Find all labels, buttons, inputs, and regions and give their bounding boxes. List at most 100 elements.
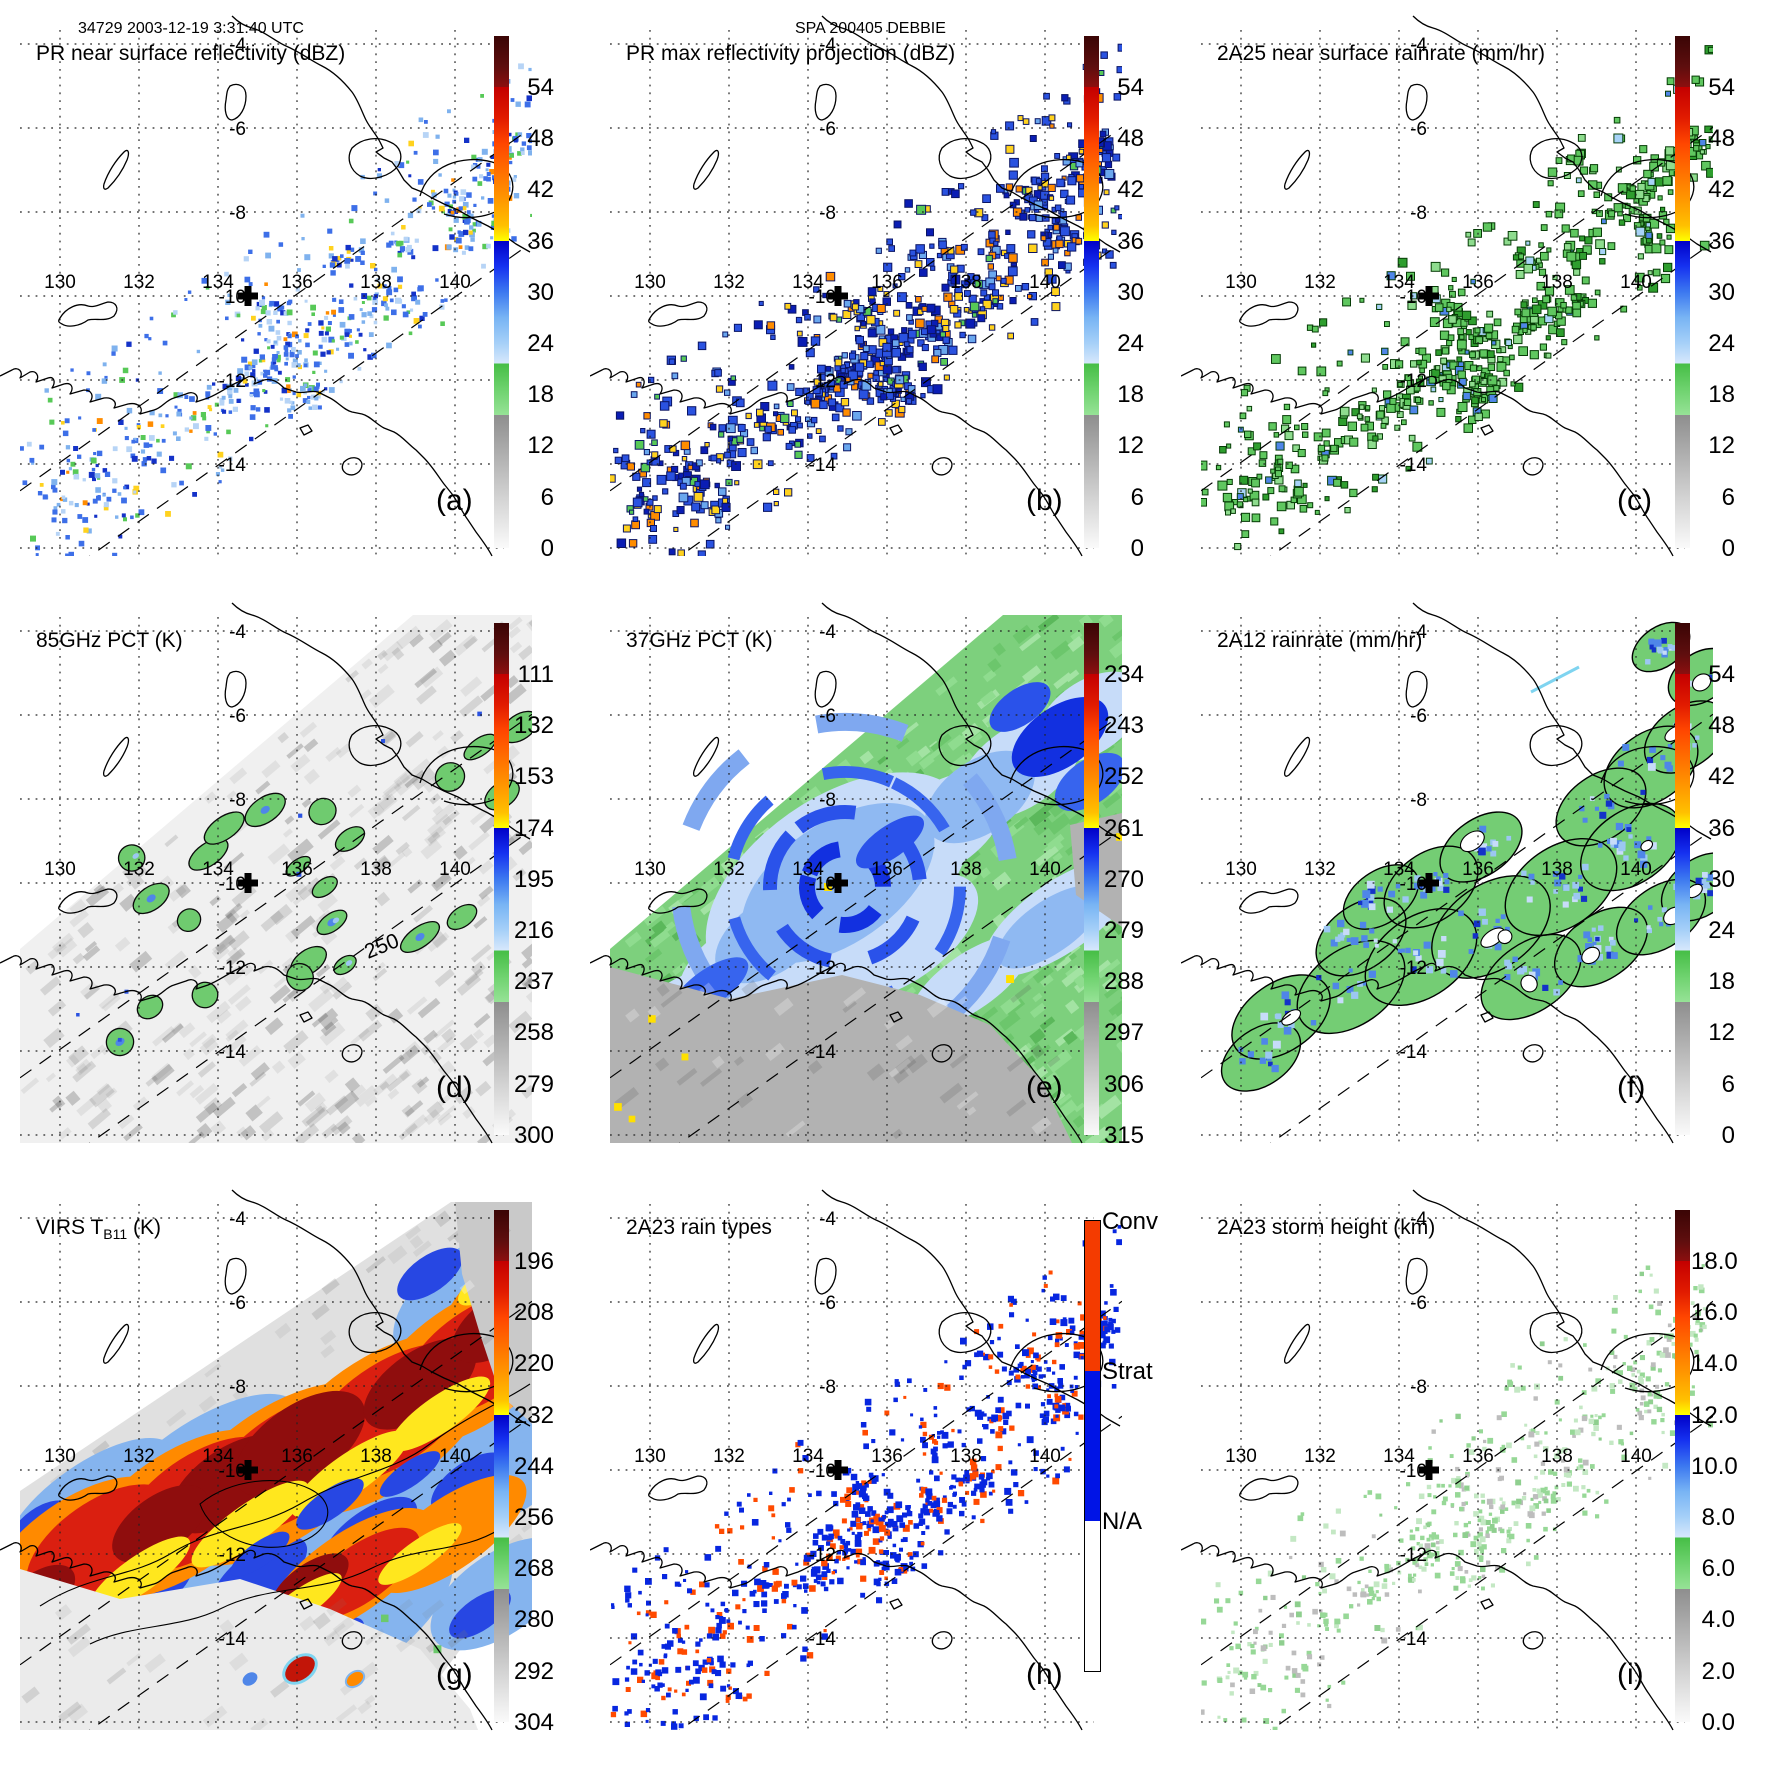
panel-letter: (g): [436, 1658, 473, 1691]
colorbar-tick-label: 292: [513, 1657, 554, 1685]
colorbar-tick-label: 54: [1708, 74, 1735, 101]
svg-text:-12: -12: [809, 958, 836, 979]
coastlines: [0, 1189, 531, 1731]
map-e: 130 132 134 136 138 140 -4 -6 -8 -10 -12 -14: [590, 602, 1122, 1144]
svg-text:-8: -8: [229, 790, 246, 811]
colorbar-tick-label: 24: [1708, 330, 1735, 357]
colorbar: [1675, 36, 1690, 548]
grid-lines: [1201, 30, 1685, 556]
svg-text:134: 134: [1383, 859, 1415, 880]
colorbar-tick-label: 14.0: [1691, 1350, 1738, 1378]
svg-text:130: 130: [1225, 859, 1257, 880]
svg-text:-14: -14: [219, 1042, 247, 1063]
panel-letter: (f): [1617, 1071, 1646, 1104]
colorbar-tick-label: 18: [1117, 381, 1144, 409]
svg-text:136: 136: [281, 1446, 313, 1467]
coastlines: [590, 1189, 1121, 1731]
panel-title: 37GHz PCT (K): [626, 629, 773, 652]
svg-text:136: 136: [281, 272, 313, 293]
colorbar-tick-label: 6: [1721, 1070, 1735, 1098]
colorbar-tick-label: 36: [1708, 814, 1735, 842]
map-g: 130 132 134 136 138 140 -4 -6 -8 -10 -12 -14: [0, 1189, 532, 1731]
colorbar-tick-label: 8.0: [1701, 1504, 1735, 1531]
colorbar-tick-label: 280: [513, 1606, 554, 1634]
colorbar-tick-label: 208: [513, 1299, 554, 1327]
colorbar-tick-label: 54: [527, 74, 554, 101]
grid-lines: [610, 1204, 1094, 1730]
svg-text:-6: -6: [819, 119, 836, 140]
colorbar-tick-label: 288: [1103, 968, 1144, 996]
svg-text:136: 136: [1462, 272, 1494, 293]
svg-text:138: 138: [950, 272, 982, 293]
colorbar-tick-label: 279: [513, 1070, 554, 1098]
colorbar-tick-label: 0: [540, 534, 554, 562]
colorbar-tick-label: 12: [1708, 1019, 1735, 1047]
panel-2a23-rain-types: 130 132 134 136 138 140 -4 -6 -8 -10 -12 -14 2A23 r…: [590, 1174, 1180, 1761]
storm-center-marker: [1419, 1460, 1439, 1480]
panel-letter: (e): [1026, 1071, 1063, 1104]
svg-text:-10: -10: [219, 287, 246, 308]
overpass-header: 34729 2003-12-19 3:31:40 UTC: [78, 20, 304, 37]
colorbar-tick-label: 111: [517, 661, 554, 688]
panel-letter: (h): [1026, 1658, 1063, 1691]
storm-center-marker: [238, 286, 258, 306]
colorbar-tick-label: 18: [1708, 381, 1735, 409]
svg-text:132: 132: [713, 859, 745, 880]
coastlines: [590, 602, 1121, 1144]
colorbar-tick-label: 216: [513, 917, 554, 944]
colorbar-tick-label: 10.0: [1691, 1452, 1738, 1480]
graticule-labels: 130 132 134 136 138 140-4-6-8-10-12-14: [1225, 1209, 1652, 1650]
svg-text:140: 140: [1620, 272, 1652, 293]
svg-text:-10: -10: [809, 287, 836, 308]
panel-pr-reflectivity: 130 132 134 136 138 140 -4 -6 -8 -10 -12 -14 PR nea…: [0, 0, 590, 587]
svg-text:140: 140: [439, 272, 471, 293]
panel-letter: (i): [1617, 1658, 1644, 1691]
panel-2a25-rainrate: 130 132 134 136 138 140 -4 -6 -8 -10 -12 -14 2A25 n…: [1181, 0, 1771, 587]
coastlines: [0, 602, 531, 1144]
panel-title: PR max reflectivity projection (dBZ): [626, 42, 956, 65]
svg-text:-4: -4: [1410, 622, 1427, 643]
svg-text:-10: -10: [219, 874, 246, 895]
svg-text:140: 140: [1620, 859, 1652, 880]
svg-text:130: 130: [634, 272, 666, 293]
colorbar-tick-label: 300: [513, 1121, 554, 1149]
colorbar-tick-label: 0: [1130, 534, 1144, 562]
colorbar-tick-label: 12: [1117, 432, 1144, 460]
svg-text:130: 130: [634, 859, 666, 880]
svg-text:-8: -8: [819, 790, 836, 811]
svg-text:-6: -6: [1410, 119, 1427, 140]
colorbar-tick-label: 220: [513, 1350, 554, 1378]
panel-2a23-storm-height: 130 132 134 136 138 140 -4 -6 -8 -10 -12 -14 2A23 s…: [1181, 1174, 1771, 1761]
storm-header: SPA 200405 DEBBIE: [795, 20, 946, 37]
svg-text:134: 134: [792, 272, 824, 293]
swath-edge-lines: [20, 1300, 532, 1730]
storm-center-marker: [828, 1460, 848, 1480]
swath-edge-lines: [20, 713, 532, 1143]
grid-lines: [20, 30, 504, 556]
map-i: 130 132 134 136 138 140-4-6-8-10-12-14: [1181, 1189, 1713, 1731]
colorbar-tick-label: 30: [1708, 278, 1735, 306]
svg-text:-8: -8: [1410, 790, 1427, 811]
svg-text:-6: -6: [1410, 706, 1427, 727]
svg-text:-4: -4: [229, 622, 246, 643]
colorbar-tick-label: 24: [1708, 917, 1735, 944]
panel-letter: (d): [436, 1071, 473, 1104]
colorbar-tick-label: 42: [1117, 176, 1144, 204]
colorbar-tick-label: 256: [513, 1504, 554, 1531]
svg-text:-10: -10: [1400, 287, 1427, 308]
colorbar-tick-label: 237: [513, 968, 554, 996]
svg-text:-4: -4: [819, 622, 836, 643]
svg-text:-8: -8: [1410, 203, 1427, 224]
colorbar-tick-label: 268: [513, 1555, 554, 1583]
data-field: [1220, 621, 1713, 1092]
grid-lines: [20, 617, 504, 1143]
colorbar-tick-label: 42: [1708, 763, 1735, 791]
swath-edge-lines: [20, 126, 532, 556]
colorbar-tick-label: 30: [1708, 865, 1735, 893]
swath-edge-lines: [1201, 713, 1713, 1143]
colorbar-tick-label: 196: [513, 1248, 554, 1275]
colorbar-tick-label: 258: [513, 1019, 554, 1047]
colorbar-tick-label: 6: [1130, 483, 1144, 511]
svg-text:138: 138: [1541, 272, 1573, 293]
